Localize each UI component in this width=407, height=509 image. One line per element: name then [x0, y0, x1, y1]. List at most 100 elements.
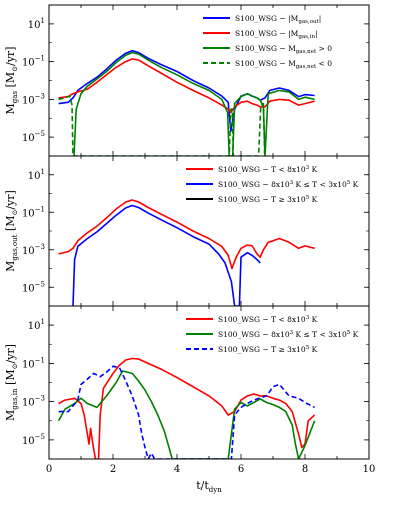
y-tick-label-exponent: −3	[35, 92, 45, 100]
y-tick-label: 10−5	[22, 433, 45, 447]
series-line-2	[72, 204, 261, 306]
legend-label-sub: gas,in	[298, 34, 315, 40]
y-axis-label-rest: [M	[4, 72, 17, 91]
legend-label-prefix: S100_WSG − |M	[235, 14, 299, 23]
y-axis-label-sub: gas	[11, 91, 19, 104]
y-tick-label-exponent: −1	[35, 205, 45, 213]
legend-label: S100_WSG − |Mgas,in|	[235, 29, 318, 40]
y-tick-label-exponent: −3	[35, 395, 45, 403]
y-tick-label-base: 10	[28, 20, 41, 31]
legend-label-suffix: |	[319, 14, 322, 23]
legend-label: S100_WSG − |Mgas,out|	[235, 14, 321, 25]
y-tick-label-exponent: −5	[35, 433, 45, 441]
legend-label-suffix: K ≤ T < 3x10	[293, 180, 347, 189]
y-axis-label-rest2: /yr]	[4, 47, 17, 66]
y-axis-label-sub2: ⊙	[11, 210, 19, 216]
legend-label-sup2: 5	[347, 180, 351, 186]
legend-label-suffix: K	[309, 315, 317, 324]
y-tick-label-exponent: −1	[35, 55, 45, 63]
x-axis-label-sub: dyn	[209, 486, 222, 494]
legend-label-prefix: S100_WSG − 8x10	[218, 330, 290, 339]
y-axis-label-rest: [M	[4, 216, 17, 235]
y-tick-label-exponent: 1	[41, 17, 45, 25]
y-tick-label: 101	[28, 168, 45, 182]
axes-frame	[48, 4, 370, 157]
series-line-1	[58, 49, 315, 133]
x-axis-label: t/tdyn	[196, 479, 222, 494]
y-axis-label: Mgas,out [M⊙/yr]	[4, 190, 19, 272]
y-tick-label-base: 10	[22, 95, 35, 106]
y-tick-label-base: 10	[22, 436, 35, 447]
legend-label-prefix: S100_WSG − T < 8x10	[218, 315, 306, 324]
y-axis-label-sub: gas,out	[11, 234, 19, 260]
y-tick-label-base: 10	[28, 171, 41, 182]
y-tick-label-exponent: −1	[35, 356, 45, 364]
y-axis-label: Mgas [M⊙/yr]	[4, 47, 19, 115]
y-axis-label-sub: gas,in	[11, 388, 19, 410]
y-tick-label: 10−3	[22, 243, 45, 257]
legend-label-sup: 3	[290, 180, 294, 186]
y-tick-label-base: 10	[22, 58, 35, 69]
y-axis-label-rest: [M	[4, 369, 17, 388]
legend-label-suffix2: K	[350, 330, 358, 339]
legend-label-prefix: S100_WSG − M	[235, 59, 296, 68]
legend-label-suffix: > 0	[316, 44, 332, 53]
legend-label: S100_WSG − 8x103 K ≤ T < 3x105 K	[218, 330, 359, 339]
legend-label-sup: 3	[306, 165, 310, 171]
series-line-2	[58, 58, 315, 114]
series-line-2	[57, 370, 316, 459]
series-line-3	[58, 365, 315, 459]
legend-label-sub: gas,net	[296, 49, 317, 55]
y-tick-label-exponent: −5	[35, 130, 45, 138]
legend: S100_WSG − |Mgas,out|S100_WSG − |Mgas,in…	[203, 14, 332, 70]
axes-frame	[48, 305, 370, 460]
legend-label-suffix: K	[309, 345, 317, 354]
legend-label: S100_WSG − Mgas,net < 0	[235, 59, 332, 70]
legend-label-sup2: 5	[347, 330, 351, 336]
y-tick-label-base: 10	[22, 398, 35, 409]
y-tick-label-base: 10	[28, 321, 41, 332]
legend-label-prefix: S100_WSG − |M	[235, 29, 299, 38]
y-axis-label: Mgas,in [M⊙/yr]	[4, 344, 19, 421]
y-tick-label-base: 10	[22, 283, 35, 294]
y-tick-label: 10−1	[22, 55, 45, 69]
y-tick-label: 101	[28, 17, 45, 31]
legend-label-sup: 5	[306, 345, 310, 351]
x-tick-label: 2	[110, 464, 116, 475]
y-tick-label: 10−3	[22, 395, 45, 409]
legend-label-sup: 3	[290, 330, 294, 336]
legend-label-prefix: S100_WSG − T ≥ 3x10	[218, 345, 306, 354]
legend-label-suffix: |	[315, 29, 318, 38]
y-tick-label-base: 10	[22, 359, 35, 370]
x-tick-label: 0	[46, 464, 52, 475]
legend-label-sup: 5	[306, 195, 310, 201]
legend-label: S100_WSG − T < 8x103 K	[218, 315, 318, 324]
legend-label-prefix: S100_WSG − T < 8x10	[218, 165, 306, 174]
y-tick-label-exponent: −3	[35, 243, 45, 251]
y-tick-label: 10−1	[22, 356, 45, 370]
series-line-1	[58, 199, 315, 270]
legend-label-suffix: K	[309, 195, 317, 204]
legend-label-suffix: K	[309, 165, 317, 174]
y-tick-label: 10−3	[22, 92, 45, 106]
legend-label: S100_WSG − T ≥ 3x105 K	[218, 345, 318, 354]
legend-label-prefix: S100_WSG − T ≥ 3x10	[218, 195, 306, 204]
y-axis-label-rest2: /yr]	[4, 190, 17, 209]
legend-label: S100_WSG − Mgas,net > 0	[235, 44, 332, 55]
legend-label: S100_WSG − 8x103 K ≤ T < 3x105 K	[218, 180, 359, 189]
x-tick-label: 4	[174, 464, 180, 475]
legend-label-sub: gas,out	[298, 19, 319, 25]
legend-label-sub: gas,net	[296, 64, 317, 70]
y-tick-label: 10−1	[22, 205, 45, 219]
y-axis-label-main: M	[4, 261, 17, 272]
y-axis-label-sub2: ⊙	[11, 363, 19, 369]
y-axis-label-rest2: /yr]	[4, 344, 17, 363]
legend-label-prefix: S100_WSG − 8x10	[218, 180, 290, 189]
x-tick-label: 6	[238, 464, 244, 475]
